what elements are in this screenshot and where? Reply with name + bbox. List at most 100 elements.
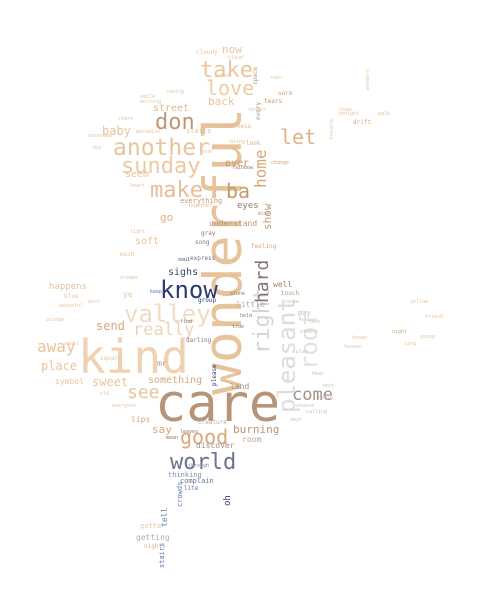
cloud-word: yellow (410, 299, 429, 305)
cloud-word: heaven (344, 344, 363, 350)
cloud-word: chance (296, 403, 315, 409)
cloud-word: ba (226, 179, 251, 203)
cloud-word: serenade (88, 133, 113, 139)
cloud-word: world (170, 450, 237, 475)
cloud-word: wish (88, 299, 101, 305)
cloud-word: crowds (176, 481, 184, 507)
cloud-word: trouble (329, 118, 335, 140)
cloud-word: discover (196, 441, 235, 450)
cloud-word: lips (131, 415, 151, 424)
cloud-word: burning (233, 423, 280, 436)
cloud-word: gotta (140, 522, 162, 530)
cloud-word: away (37, 337, 76, 356)
cloud-word: feeling (251, 243, 277, 250)
cloud-word: smile (140, 94, 156, 100)
cloud-word: begin (318, 395, 334, 401)
cloud-word: understand (209, 219, 258, 228)
cloud-word: dreams (120, 275, 139, 281)
cloud-word: complain (180, 477, 214, 485)
cloud-word: let (280, 125, 317, 149)
cloud-word: morning (140, 99, 162, 105)
cloud-word: others (300, 329, 319, 335)
cloud-word: starts (186, 127, 212, 135)
cloud-word: cloud (228, 55, 244, 61)
cloud-word: come (292, 385, 333, 405)
cloud-word: bridge (46, 317, 65, 323)
cloud-word: cause (284, 299, 300, 305)
cloud-word: really (133, 320, 195, 340)
cloud-word: room (242, 435, 262, 444)
cloud-word: symbol (55, 377, 84, 386)
cloud-word: everything (180, 197, 223, 205)
cloud-word: rain (270, 75, 283, 81)
cloud-word: true (232, 324, 245, 330)
cloud-word: send (96, 319, 125, 333)
cloud-word: baby (102, 124, 131, 138)
cloud-word: lite (184, 485, 199, 492)
cloud-word: tender (248, 107, 267, 113)
cloud-word: find (180, 319, 193, 325)
cloud-word: sing (404, 341, 417, 347)
cloud-word: tonight (338, 111, 360, 117)
cloud-word: ever (225, 158, 250, 169)
cloud-word: love (206, 76, 255, 100)
cloud-word: hear (312, 371, 325, 377)
cloud-word: sweet (92, 375, 129, 389)
cloud-word: little (236, 300, 265, 309)
cloud-word: space (252, 66, 259, 85)
cloud-word: place (41, 359, 78, 373)
cloud-word: hold (240, 313, 253, 319)
cloud-word: valley (124, 300, 211, 328)
cloud-word: keep (150, 289, 163, 295)
cloud-word: tears (264, 98, 283, 105)
cloud-word: drift (353, 119, 372, 126)
cloud-word: seem (125, 169, 150, 180)
cloud-word: change (271, 160, 290, 166)
cloud-word: now (222, 43, 242, 56)
cloud-word: getting (136, 533, 170, 542)
cloud-word: back (208, 95, 235, 108)
cloud-word: hope (340, 107, 353, 113)
cloud-word: through (188, 463, 210, 469)
cloud-word: hard (252, 259, 273, 303)
cloud-word: go (160, 211, 174, 224)
cloud-word: soft (135, 236, 160, 247)
cloud-word: sunday (121, 154, 201, 179)
cloud-word: days (290, 417, 303, 423)
cloud-word: leaves (180, 429, 199, 435)
cloud-word: square (100, 355, 122, 362)
cloud-word: light (130, 229, 146, 235)
cloud-word: express (190, 255, 216, 262)
cloud-word: oh (223, 495, 233, 506)
cloud-word: face (308, 319, 321, 325)
cloud-word: please (211, 364, 218, 386)
cloud-word: old (100, 391, 110, 397)
cloud-word: rainbow (232, 165, 254, 171)
cloud-word: wonders (365, 68, 371, 90)
cloud-word: known (352, 335, 368, 341)
cloud-word: happens (49, 282, 87, 292)
cloud-word: mean (166, 435, 179, 441)
cloud-word: care (155, 374, 281, 434)
cloud-word: peaceful (59, 303, 84, 309)
cloud-word: make (150, 178, 203, 203)
cloud-word: walk (378, 111, 391, 117)
cloud-word: home (251, 149, 270, 188)
cloud-word: song (195, 239, 210, 246)
cloud-word: creature (198, 419, 227, 426)
cloud-word: rest (322, 383, 335, 389)
cloud-word: group (198, 297, 217, 304)
cloud-word: kind (78, 330, 189, 384)
cloud-word: bring (230, 139, 246, 145)
cloud-word: sighs (168, 267, 199, 278)
cloud-word: see (127, 382, 160, 403)
cloud-word: paradise (136, 129, 161, 135)
cloud-word: touch (281, 290, 300, 297)
cloud-word: darling (186, 337, 212, 344)
cloud-word: together (188, 203, 213, 209)
cloud-word: stars (118, 116, 134, 122)
cloud-word: friend (425, 314, 444, 320)
cloud-word: warm (278, 90, 293, 97)
cloud-word: heart (130, 183, 146, 189)
